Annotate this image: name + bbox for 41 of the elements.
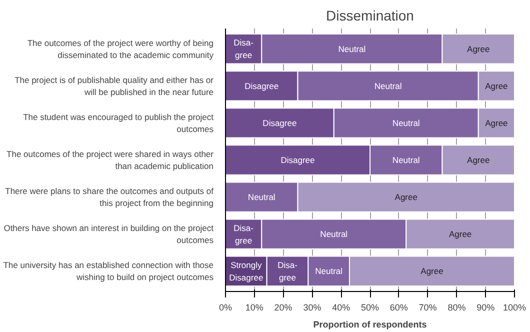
data-label: Disa- gree [278,260,298,282]
x-tick-label: 60% [390,302,408,312]
data-label: Agree [394,192,418,202]
data-label: Disagree [244,80,279,91]
y-tick-label: The project is of publishable quality and either has or will be published in the near future [14,74,214,97]
x-tick-label: 90% [476,302,495,312]
x-tick-label: 50% [360,302,380,312]
data-label: Disagree [262,118,297,128]
data-label: Disagree [280,155,316,165]
x-axis-title: Proportion of respondents [313,320,427,330]
data-label: Neutral [315,266,343,276]
data-label: Neutral [374,80,402,91]
data-label: Agree [467,155,490,165]
x-tick-label: 10% [245,302,264,312]
x-tick-label: 20% [274,302,292,312]
data-label: Agree [420,266,444,276]
data-label: Agree [448,229,472,240]
data-label: Agree [467,44,490,54]
chart-title: Dissemination [326,8,414,24]
x-tick-label: 80% [448,302,466,312]
x-tick-label: 100% [502,302,526,312]
data-label: Neutral [248,192,276,202]
x-tick-label: 70% [418,302,437,312]
data-label: Neutral [392,155,420,165]
x-tick-label: 40% [332,302,350,312]
y-tick-label: There were plans to share the outcomes and outputs of this project from the beginning [5,186,214,208]
data-label: Agree [485,80,508,91]
x-tick-label: 30% [303,302,322,312]
x-tick-label: 0% [218,302,232,312]
data-label: Disa- gree [234,222,254,246]
data-label: Neutral [392,118,420,128]
y-tick-label: The university has an established connection with those wishing to build on project outcomes [3,260,214,282]
y-tick-label: The outcomes of the project were worthy of being disseminated to the academic community [27,38,214,60]
data-label: Neutral [338,44,366,54]
y-tick-label: The outcomes of the project were shared in ways other than academic publication [6,149,214,171]
y-tick-label: Others have shown an interest in building on the project outcomes [4,223,214,246]
data-label: Agree [485,118,508,128]
data-label: Neutral [320,229,348,240]
data-label: Disa- gree [234,38,254,60]
y-tick-label: The student was encouraged to publish the project outcomes [23,112,214,134]
data-label: Strongly Disagree [229,260,264,282]
